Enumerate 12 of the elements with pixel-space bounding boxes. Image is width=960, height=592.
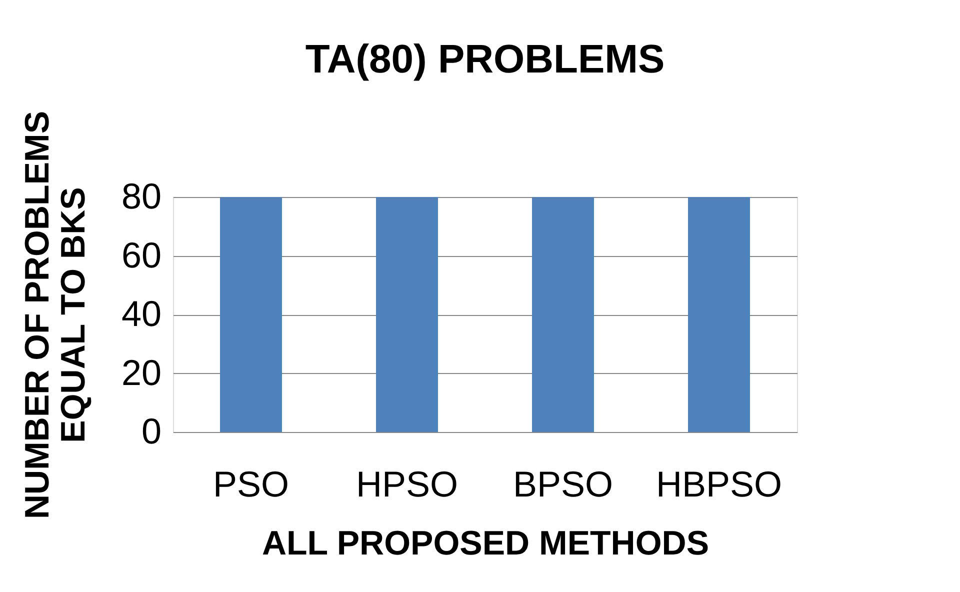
y-tick-label: 80 bbox=[121, 176, 162, 216]
y-tick-label: 0 bbox=[141, 410, 162, 452]
x-tick-label: PSO bbox=[212, 464, 290, 504]
chart-title: TA(80) PROBLEMS bbox=[305, 38, 665, 82]
y-tick-label: 60 bbox=[121, 234, 162, 276]
x-axis-title: ALL PROPOSED METHODS bbox=[262, 524, 710, 562]
x-tick-label: HBPSO bbox=[656, 464, 782, 504]
y-axis-title: NUMBER OF PROBLEMS EQUAL TO BKS bbox=[18, 111, 92, 519]
x-tick-label: HPSO bbox=[356, 464, 458, 504]
y-tick-label: 20 bbox=[121, 352, 162, 393]
y-tick-label: 40 bbox=[121, 293, 162, 334]
x-tick-label: BPSO bbox=[512, 464, 614, 504]
